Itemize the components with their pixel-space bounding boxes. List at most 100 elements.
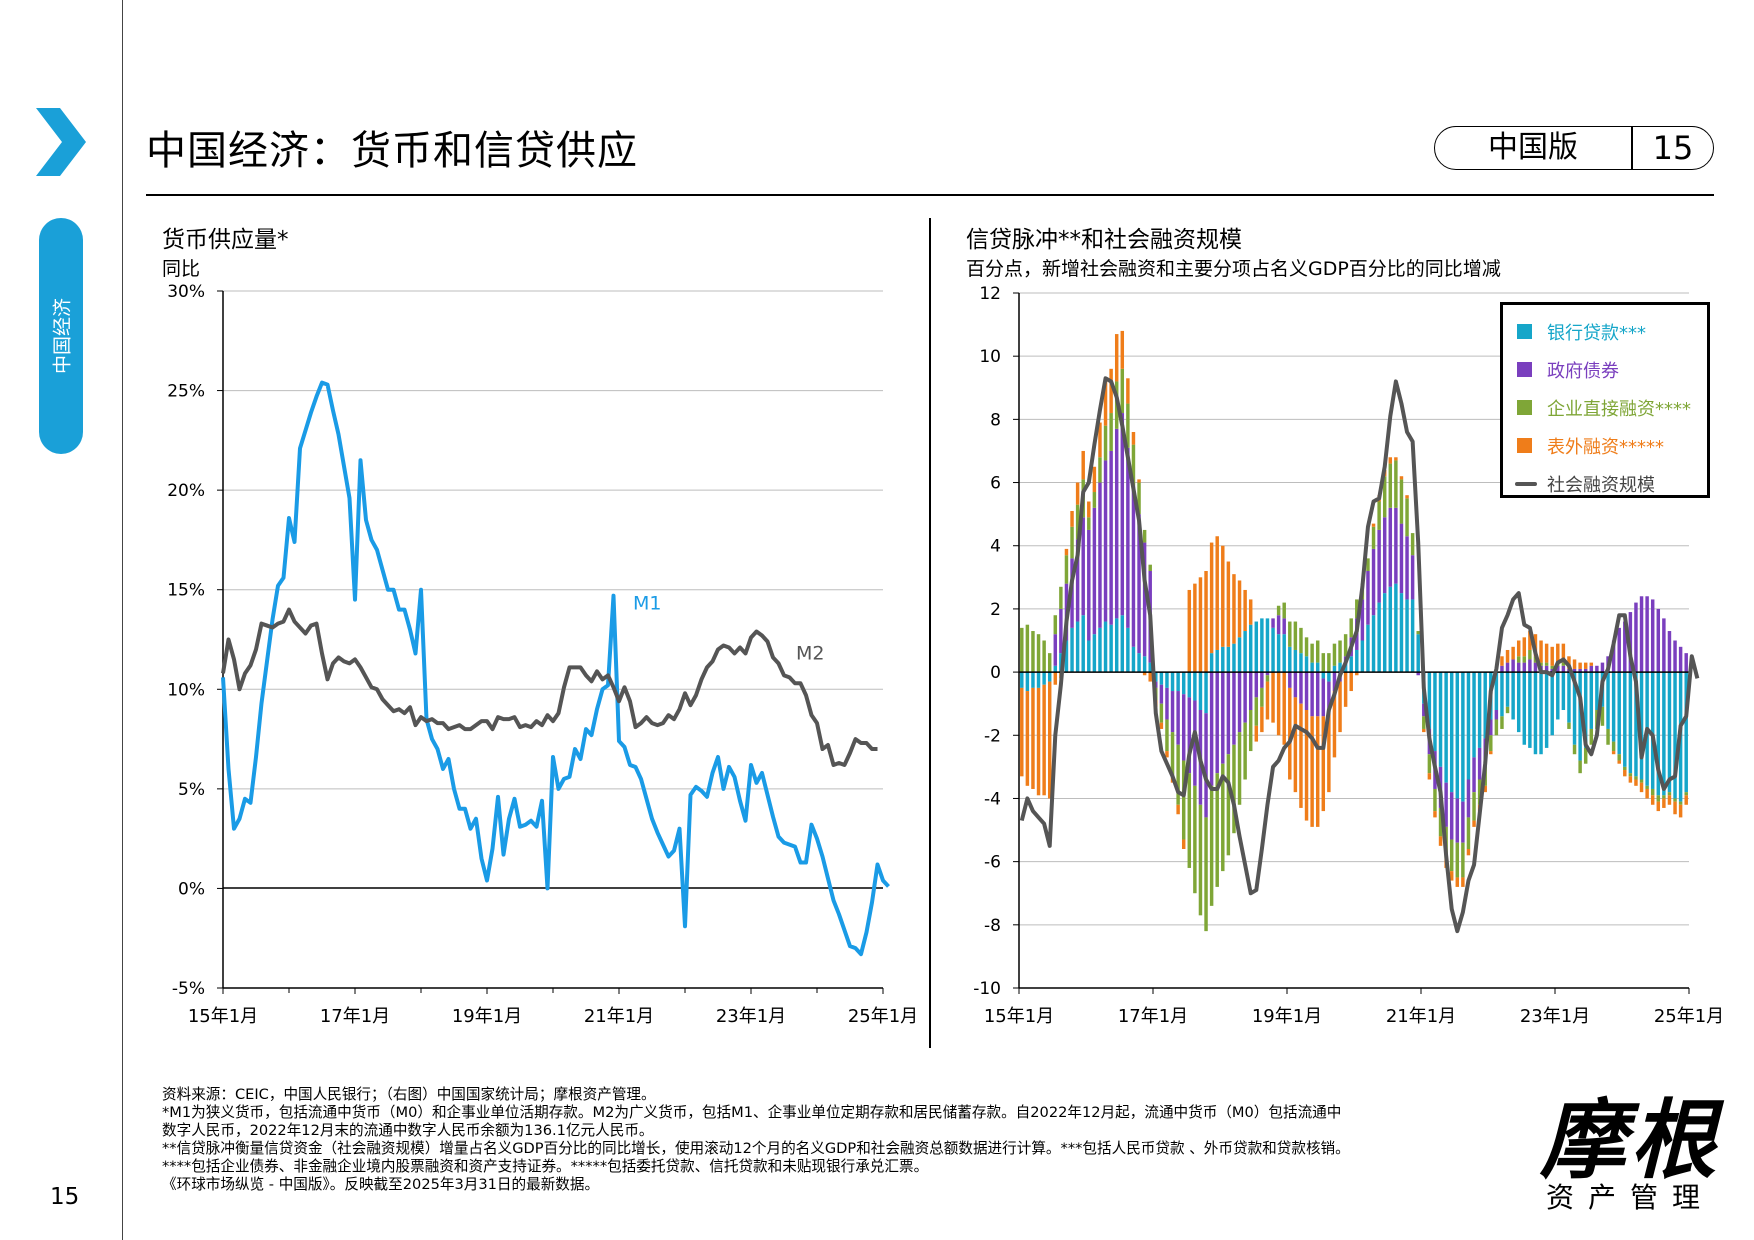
stacked-bar-segment xyxy=(1600,662,1605,673)
stacked-bar-segment xyxy=(1282,602,1286,619)
stacked-bar-segment xyxy=(1656,672,1661,796)
stacked-bar-segment xyxy=(1589,728,1594,745)
x-tick-label: 15年1月 xyxy=(188,1006,258,1027)
stacked-bar-segment xyxy=(1304,710,1309,821)
stacked-bar-segment xyxy=(1293,621,1298,650)
stacked-bar-segment xyxy=(1304,637,1309,657)
stacked-bar-segment xyxy=(1332,643,1337,666)
x-tick-label: 19年1月 xyxy=(1252,1006,1322,1027)
stacked-bar-segment xyxy=(1684,795,1688,805)
stacked-bar-segment xyxy=(1237,732,1242,805)
stacked-bar-segment xyxy=(1081,615,1085,673)
series-line-tsf xyxy=(1019,376,1700,934)
stacked-bar-segment xyxy=(1472,757,1476,793)
x-tick-label: 17年1月 xyxy=(1118,1006,1188,1027)
stacked-bar-segment xyxy=(1572,668,1577,673)
stacked-bar-segment xyxy=(1053,615,1058,635)
logo-wordmark: 摩根 xyxy=(1540,1090,1720,1191)
stacked-bar-segment xyxy=(1053,634,1058,666)
stacked-bar-segment xyxy=(1310,716,1314,827)
stacked-bar-segment xyxy=(1455,798,1460,843)
chart-divider xyxy=(929,218,931,1048)
stacked-bar-segment xyxy=(1265,681,1270,720)
stacked-bar-segment xyxy=(1310,643,1314,663)
stacked-bar-segment xyxy=(1572,659,1577,669)
stacked-bar-segment xyxy=(1639,779,1644,783)
stacked-bar-segment xyxy=(1343,634,1348,657)
stacked-bar-segment xyxy=(1405,495,1409,499)
x-tick-label: 17年1月 xyxy=(320,1006,390,1027)
stacked-bar-segment xyxy=(1416,672,1420,676)
x-tick-label: 25年1月 xyxy=(1654,1006,1724,1027)
stacked-bar-segment xyxy=(1516,662,1521,673)
stacked-bar-segment xyxy=(1583,668,1588,673)
stacked-bar-segment xyxy=(1137,514,1141,654)
stacked-bar-segment xyxy=(1198,577,1203,673)
stacked-bar-segment xyxy=(1131,646,1136,673)
y-tick-label: 0% xyxy=(178,879,205,899)
stacked-bar-segment xyxy=(1109,368,1113,414)
stacked-bar-segment xyxy=(1662,795,1666,799)
stacked-bar-segment xyxy=(1098,482,1102,628)
stacked-bar-segment xyxy=(1606,672,1610,729)
stacked-bar-segment xyxy=(1075,621,1080,673)
stacked-bar-segment xyxy=(1667,631,1672,673)
stacked-bar-segment xyxy=(1215,773,1219,887)
stacked-bar-segment xyxy=(1154,672,1158,682)
stacked-bar-segment xyxy=(1221,672,1225,764)
stacked-bar-segment xyxy=(1137,479,1141,483)
stacked-bar-segment xyxy=(1176,672,1180,692)
stacked-bar-segment xyxy=(1628,773,1633,777)
stacked-bar-segment xyxy=(1645,596,1649,673)
stacked-bar-segment xyxy=(1466,817,1471,849)
stacked-bar-segment xyxy=(1466,849,1471,856)
stacked-bar-segment xyxy=(1667,672,1672,793)
stacked-bar-segment xyxy=(1567,656,1571,669)
y-tick-label: -8 xyxy=(984,916,1001,936)
stacked-bar-segment xyxy=(1533,672,1538,755)
stacked-bar-segment xyxy=(1455,672,1460,799)
stacked-bar-segment xyxy=(1036,634,1041,673)
stacked-bar-segment xyxy=(1299,703,1303,808)
stacked-bar-segment xyxy=(1589,672,1594,729)
stacked-bar-segment xyxy=(1656,608,1661,673)
stacked-bar-segment xyxy=(1120,615,1125,673)
stacked-bar-segment xyxy=(1371,523,1376,527)
stacked-bar-segment xyxy=(1416,631,1420,635)
stacked-bar-segment xyxy=(1360,599,1365,641)
stacked-bar-segment xyxy=(1684,653,1688,673)
stacked-bar-segment xyxy=(1438,836,1443,846)
stacked-bar-segment xyxy=(1221,646,1225,673)
stacked-bar-segment xyxy=(1382,593,1387,673)
stacked-bar-segment xyxy=(1544,643,1549,663)
stacked-bar-segment xyxy=(1449,672,1454,793)
stacked-bar-segment xyxy=(1673,801,1677,815)
stacked-bar-segment xyxy=(1466,779,1471,818)
stacked-bar-segment xyxy=(1355,599,1359,619)
stacked-bar-segment xyxy=(1193,672,1197,701)
legend-swatch xyxy=(1517,400,1532,415)
stacked-bar-segment xyxy=(1232,672,1236,745)
series-label-m1: M1 xyxy=(633,593,661,615)
stacked-bar-segment xyxy=(1500,656,1504,666)
stacked-bar-segment xyxy=(1254,621,1259,673)
stacked-bar-segment xyxy=(1550,646,1554,666)
left-chart-title: 货币供应量* xyxy=(162,227,289,253)
stacked-bar-segment xyxy=(1226,646,1231,673)
stacked-bar-segment xyxy=(1522,656,1527,663)
stacked-bar-segment xyxy=(1388,507,1393,587)
stacked-bar-segment xyxy=(1315,716,1320,827)
sidebar-divider xyxy=(122,0,123,1240)
right-chart-title: 信贷脉冲**和社会融资规模 xyxy=(966,227,1242,253)
section-tab[interactable]: 中国经济 xyxy=(39,218,83,454)
stacked-bar-segment xyxy=(1276,634,1281,673)
stacked-bar-segment xyxy=(1522,662,1527,673)
stacked-bar-segment xyxy=(1662,798,1666,808)
stacked-bar-segment xyxy=(1282,618,1286,635)
stacked-bar-segment xyxy=(1500,672,1504,717)
stacked-bar-segment xyxy=(1349,618,1353,638)
stacked-bar-segment xyxy=(1539,662,1543,666)
stacked-bar-segment xyxy=(1248,710,1253,752)
stacked-bar-segment xyxy=(1142,529,1147,543)
stacked-bar-segment xyxy=(1410,555,1415,600)
